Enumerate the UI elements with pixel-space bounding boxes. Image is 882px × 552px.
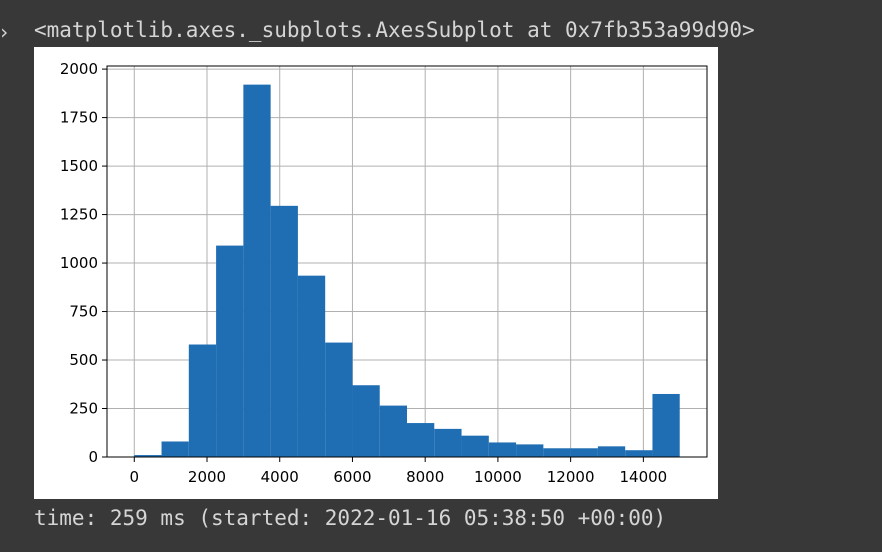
histogram-bar xyxy=(134,455,162,457)
histogram-chart: 0 250 500 750 1000 1250 1500 1750 2000 0 2000 4000… xyxy=(60,60,708,486)
y-tick-label: 1250 xyxy=(60,206,98,224)
y-tick-label: 750 xyxy=(69,303,98,321)
y-tick-label: 1750 xyxy=(60,109,98,127)
histogram-bar xyxy=(543,448,571,457)
x-tick-label: 14000 xyxy=(620,468,668,486)
histogram-bar xyxy=(379,405,407,457)
histogram-bar xyxy=(652,393,680,457)
x-tick-label: 2000 xyxy=(188,468,226,486)
histogram-bar xyxy=(434,428,462,457)
output-repr-text: <matplotlib.axes._subplots.AxesSubplot a… xyxy=(34,18,755,42)
histogram-bar xyxy=(188,344,217,457)
histogram-bar xyxy=(297,275,326,457)
histogram-bars xyxy=(134,84,680,457)
y-tick-label: 250 xyxy=(69,400,98,418)
histogram-bar xyxy=(270,205,298,457)
histogram-bar xyxy=(325,342,353,457)
histogram-bar xyxy=(461,435,489,457)
histogram-bar xyxy=(407,423,435,457)
x-tick-label: 6000 xyxy=(333,468,371,486)
axes-frame xyxy=(106,65,708,458)
x-tick-label: 10000 xyxy=(474,468,522,486)
x-tick-label: 8000 xyxy=(406,468,444,486)
execution-time-text: time: 259 ms (started: 2022-01-16 05:38:… xyxy=(34,506,667,530)
histogram-figure: 0 250 500 750 1000 1250 1500 1750 2000 0 2000 4000… xyxy=(34,47,718,499)
y-tick-label: 500 xyxy=(69,351,98,369)
histogram-bar xyxy=(516,444,544,457)
x-tick-label: 0 xyxy=(129,468,139,486)
y-tick-label: 1500 xyxy=(60,157,98,175)
x-tick-label: 4000 xyxy=(261,468,299,486)
histogram-bar xyxy=(216,245,244,457)
histogram-bar xyxy=(161,441,189,457)
y-tick-label: 0 xyxy=(88,448,98,466)
y-axis-ticks: 0 250 500 750 1000 1250 1500 1750 2000 xyxy=(60,60,107,466)
histogram-bar xyxy=(625,450,653,457)
y-tick-label: 1000 xyxy=(60,254,98,272)
x-tick-label: 12000 xyxy=(547,468,595,486)
output-marker: › xyxy=(0,20,10,44)
histogram-bar xyxy=(488,442,517,457)
histogram-bar xyxy=(243,84,271,457)
x-axis-ticks: 0 2000 4000 6000 8000 10000 12000 14000 xyxy=(129,457,667,486)
y-tick-label: 2000 xyxy=(60,60,98,78)
histogram-bar xyxy=(597,446,626,457)
histogram-bar xyxy=(570,448,598,457)
histogram-bar xyxy=(352,385,380,457)
